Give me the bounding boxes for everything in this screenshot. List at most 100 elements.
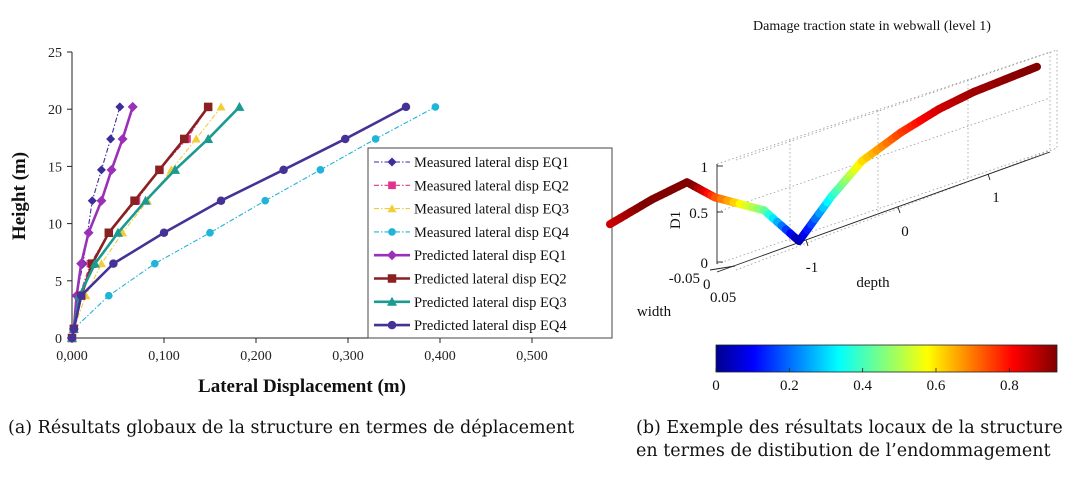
legend-item: Measured lateral disp EQ1 xyxy=(374,155,569,171)
x-tick-label: 0,000 xyxy=(56,349,88,364)
x-tick-label: 0,200 xyxy=(240,349,272,364)
data-point xyxy=(150,259,159,268)
frame-line xyxy=(735,147,1058,271)
data-point xyxy=(279,165,288,175)
y-tick-label: 25 xyxy=(48,46,62,61)
series-line xyxy=(71,106,436,339)
colorbar-tick-label: 0.8 xyxy=(1000,378,1019,394)
colorbar-tick-label: 0.2 xyxy=(780,378,799,394)
legend-marker xyxy=(387,250,397,261)
legend-item: Predicted lateral disp EQ2 xyxy=(374,272,567,288)
series-3 xyxy=(67,102,226,342)
width-axis-label: width xyxy=(637,304,672,320)
legend-label: Measured lateral disp EQ3 xyxy=(414,202,569,218)
d1-tick-label: 1 xyxy=(701,160,709,176)
data-point xyxy=(115,102,125,112)
data-point xyxy=(431,103,440,111)
legend-marker xyxy=(387,204,397,213)
caption-b: (b) Exemple des résultats locaux de la s… xyxy=(636,418,1063,461)
data-point xyxy=(90,258,100,268)
data-point xyxy=(69,324,79,334)
data-point xyxy=(216,102,226,111)
data-point xyxy=(96,195,107,206)
x-tick-label: 0,500 xyxy=(516,349,548,364)
data-point xyxy=(96,259,106,268)
frame-line xyxy=(716,149,1051,265)
data-point xyxy=(203,102,213,112)
legend-item: Measured lateral disp EQ4 xyxy=(374,225,570,241)
colorbar: 0 0.2 0.4 0.6 0.8 xyxy=(712,344,1058,394)
data-point xyxy=(96,165,106,175)
chart-title: Damage traction state in webwall (level … xyxy=(753,19,991,34)
legend-label: Measured lateral disp EQ1 xyxy=(414,155,569,171)
series-2 xyxy=(68,103,212,342)
depth-axis-label: depth xyxy=(856,275,890,291)
depth-tick-label: 0 xyxy=(901,224,909,240)
data-point xyxy=(170,164,181,174)
caption-a: (a) Résultats globaux de la structure en… xyxy=(8,418,575,438)
data-point xyxy=(155,165,164,175)
width-axis xyxy=(709,265,736,271)
d1-tick-label: 0.5 xyxy=(689,206,708,222)
data-point xyxy=(87,196,97,206)
colorbar-gradient xyxy=(715,344,1058,373)
data-point xyxy=(401,102,411,112)
displacement-chart: 0 5 10 15 20 25 0,000 0,100 0,200 0,300 0,400 0,500… xyxy=(9,46,613,397)
legend: Measured lateral disp EQ1 Measured latera… xyxy=(367,147,613,339)
data-point xyxy=(159,228,169,238)
y-tick-label: 15 xyxy=(48,160,62,175)
legend-marker xyxy=(388,228,396,236)
colorbar-tick-label: 0.6 xyxy=(927,378,946,394)
frame-line xyxy=(735,49,1058,161)
width-tick-label: 0.05 xyxy=(710,290,736,306)
data-point xyxy=(261,196,270,205)
data-point xyxy=(117,133,128,144)
y-tick-label: 20 xyxy=(48,103,62,118)
series-line xyxy=(70,106,241,339)
frame-line xyxy=(716,97,1051,213)
legend-item: Predicted lateral disp EQ1 xyxy=(374,248,567,264)
d1-axis-label: D1 xyxy=(668,211,684,229)
damage-curve xyxy=(606,62,1041,246)
legend-item: Measured lateral disp EQ2 xyxy=(374,178,569,194)
data-point xyxy=(113,227,123,237)
data-point xyxy=(83,227,94,238)
legend-label: Predicted lateral disp EQ1 xyxy=(414,248,567,264)
data-point xyxy=(216,196,226,205)
data-point xyxy=(191,134,201,143)
depth-axis xyxy=(716,151,1051,273)
x-tick-label: 0,400 xyxy=(424,349,456,364)
legend-marker xyxy=(387,296,397,306)
data-point xyxy=(76,291,86,300)
data-point xyxy=(109,259,118,268)
legend-label: Predicted lateral disp EQ2 xyxy=(414,272,567,288)
damage-3d-chart: Damage traction state in webwall (level … xyxy=(606,19,1058,394)
tick-mark xyxy=(805,239,809,247)
legend-marker xyxy=(387,157,397,167)
depth-tick-label: -1 xyxy=(806,260,819,276)
legend-item: Predicted lateral disp EQ4 xyxy=(374,318,567,334)
legend-item: Predicted lateral disp EQ3 xyxy=(374,295,567,311)
width-tick-label: 0 xyxy=(703,277,711,293)
data-point xyxy=(203,133,214,143)
series-8 xyxy=(67,102,411,343)
data-point xyxy=(130,196,139,205)
x-axis-label: Lateral Displacement (m) xyxy=(198,376,406,397)
data-point xyxy=(104,291,113,300)
y-tick-label: 10 xyxy=(48,218,62,233)
legend-label: Measured lateral disp EQ4 xyxy=(414,225,570,241)
y-tick-label: 0 xyxy=(55,332,62,347)
data-point xyxy=(127,101,138,112)
axis-lines-3d xyxy=(709,151,1051,273)
legend-box xyxy=(367,147,613,339)
legend-marker xyxy=(387,274,397,283)
legend-label: Measured lateral disp EQ2 xyxy=(414,178,569,194)
data-point xyxy=(206,228,214,237)
data-point xyxy=(76,258,87,269)
frame-line xyxy=(716,51,1051,165)
y-axis-label: Height (m) xyxy=(9,152,30,240)
depth-tick-label: 1 xyxy=(992,190,1000,206)
tick-mark xyxy=(987,173,991,181)
legend-marker xyxy=(387,320,397,330)
